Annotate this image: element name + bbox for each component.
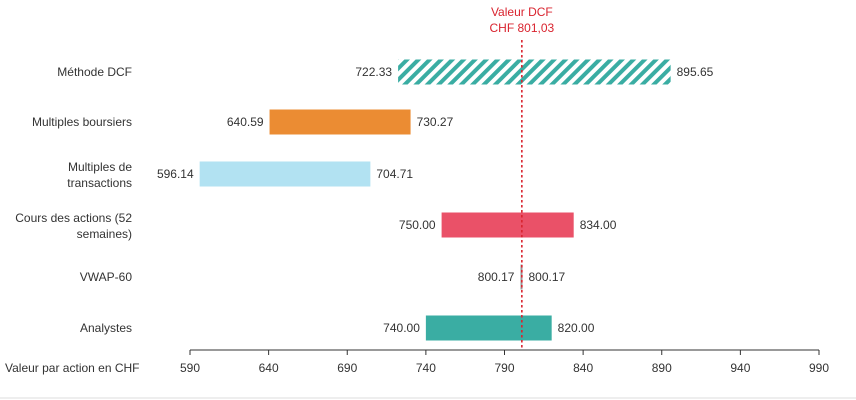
high-value-label: 820.00 — [558, 321, 595, 335]
high-value-label: 704.71 — [376, 167, 413, 181]
low-value-label: 740.00 — [383, 321, 420, 335]
x-axis-title: Valeur par action en CHF — [5, 361, 140, 375]
low-value-label: 640.59 — [227, 115, 264, 129]
x-tick-label: 690 — [337, 361, 357, 375]
bar-1 — [398, 59, 671, 85]
bar-3 — [199, 161, 371, 187]
x-tick-label: 640 — [259, 361, 279, 375]
bars-layer — [199, 59, 671, 341]
x-tick-label: 740 — [416, 361, 436, 375]
low-value-label: 750.00 — [399, 218, 436, 232]
category-label: Méthode DCF — [57, 65, 132, 79]
x-tick-label: 990 — [809, 361, 829, 375]
x-tick-label: 890 — [652, 361, 672, 375]
x-tick-label: 840 — [573, 361, 593, 375]
low-value-label: 722.33 — [355, 65, 392, 79]
bar-2 — [269, 109, 411, 135]
category-label: Analystes — [80, 321, 132, 335]
low-value-label: 800.17 — [478, 270, 515, 284]
x-axis: Valeur par action en CHF 590 640 690 740 790… — [0, 349, 856, 399]
category-label: Cours des actions (52 — [15, 211, 132, 225]
category-label: semaines) — [77, 227, 132, 241]
category-label: VWAP-60 — [80, 270, 133, 284]
high-value-label: 834.00 — [580, 218, 617, 232]
category-label: transactions — [67, 176, 132, 190]
bar-4 — [441, 212, 574, 238]
dcf-reference-title: Valeur DCF — [491, 5, 553, 19]
dcf-reference-value: CHF 801,03 — [489, 21, 554, 35]
reference-layer: Valeur DCF CHF 801,03 — [489, 5, 555, 350]
low-value-label: 596.14 — [157, 167, 194, 181]
category-label: Multiples boursiers — [32, 115, 132, 129]
labels-layer: Méthode DCF 722.33 895.65 Multiples boursie… — [15, 65, 713, 335]
high-value-label: 895.65 — [677, 65, 714, 79]
category-label: Multiples de — [68, 160, 132, 174]
x-tick-label: 940 — [730, 361, 750, 375]
bar-6 — [425, 315, 552, 341]
high-value-label: 730.27 — [417, 115, 454, 129]
x-tick-label: 790 — [494, 361, 514, 375]
x-tick-label: 590 — [180, 361, 200, 375]
high-value-label: 800.17 — [528, 270, 565, 284]
